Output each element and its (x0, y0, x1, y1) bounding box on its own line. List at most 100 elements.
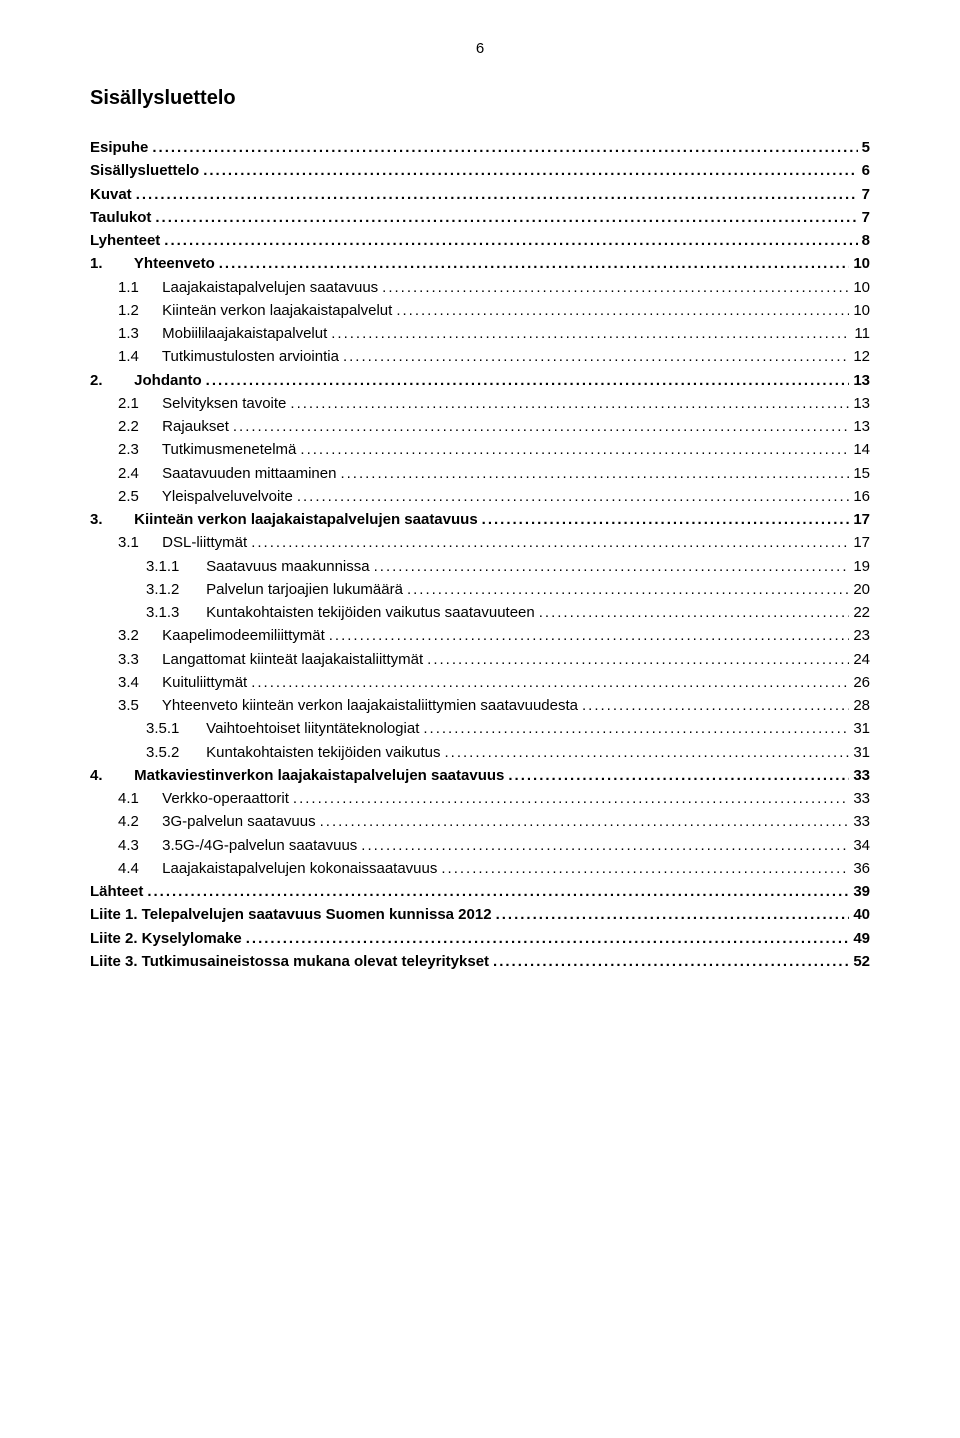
toc-entry-text: 3.5G-/4G-palvelun saatavuus (162, 837, 357, 854)
toc-entry-label: Kuvat (90, 183, 132, 206)
page-number-top: 6 (90, 40, 870, 57)
toc-entry-text: Laajakaistapalvelujen saatavuus (162, 279, 378, 296)
toc-entry-label: 1. Yhteenveto (90, 252, 215, 275)
toc-entry-label: 3.5 Yhteenveto kiinteän verkon laajakais… (118, 694, 578, 717)
toc-entry-number: 3.3 (118, 648, 158, 671)
toc-entry: Sisällysluettelo 6 (90, 159, 870, 182)
toc-leader-dots (206, 369, 850, 392)
toc-entry-number: 4.3 (118, 834, 158, 857)
toc-entry: 2.5 Yleispalveluvelvoite16 (90, 485, 870, 508)
toc-leader-dots (407, 578, 849, 601)
toc-entry-page: 10 (853, 299, 870, 322)
toc-leader-dots (343, 345, 849, 368)
toc-entry-label: Taulukot (90, 206, 151, 229)
toc-entry-text: DSL-liittymät (162, 534, 247, 551)
toc-entry-page: 15 (853, 462, 870, 485)
toc-entry: 4. Matkaviestinverkon laajakaistapalvelu… (90, 764, 870, 787)
toc-entry-text: Sisällysluettelo (90, 162, 199, 179)
toc-entry-label: 3.1.1 Saatavuus maakunnissa (146, 555, 370, 578)
toc-entry-number: 3. (90, 508, 130, 531)
toc-leader-dots (297, 485, 850, 508)
toc-entry: 3.5.1 Vaihtoehtoiset liityntäteknologiat… (90, 717, 870, 740)
toc-leader-dots (382, 276, 849, 299)
toc-entry: 3.3 Langattomat kiinteät laajakaistaliit… (90, 648, 870, 671)
toc-entry-page: 6 (862, 159, 870, 182)
toc-entry-label: 3.1 DSL-liittymät (118, 531, 247, 554)
toc-entry-label: 3.1.3 Kuntakohtaisten tekijöiden vaikutu… (146, 601, 535, 624)
toc-entry-text: Mobiililaajakaistapalvelut (162, 325, 327, 342)
toc-entry-label: 3.3 Langattomat kiinteät laajakaistaliit… (118, 648, 423, 671)
toc-entry-text: Kuntakohtaisten tekijöiden vaikutus saat… (206, 604, 535, 621)
toc-leader-dots (427, 648, 849, 671)
toc-entry-number: 2. (90, 369, 130, 392)
toc-entry: 4.1 Verkko-operaattorit33 (90, 787, 870, 810)
toc-entry-label: Lyhenteet (90, 229, 160, 252)
toc-entry: 3.5 Yhteenveto kiinteän verkon laajakais… (90, 694, 870, 717)
toc-entry: 1.4 Tutkimustulosten arviointia12 (90, 345, 870, 368)
toc-entry: Liite 3. Tutkimusaineistossa mukana olev… (90, 950, 870, 973)
toc-entry-page: 20 (853, 578, 870, 601)
toc-leader-dots (340, 462, 849, 485)
toc-entry-label: 2.2 Rajaukset (118, 415, 229, 438)
toc-entry-label: 3.2 Kaapelimodeemiliittymät (118, 624, 325, 647)
toc-leader-dots (293, 787, 849, 810)
toc-entry: 2.3 Tutkimusmenetelmä14 (90, 438, 870, 461)
toc-entry: Taulukot7 (90, 206, 870, 229)
toc-leader-dots (582, 694, 849, 717)
toc-entry: 3.1 DSL-liittymät 17 (90, 531, 870, 554)
toc-entry-label: Lähteet (90, 880, 143, 903)
toc-entry-page: 26 (853, 671, 870, 694)
toc-entry-text: Liite 1. Telepalvelujen saatavuus Suomen… (90, 906, 492, 923)
toc-entry-number: 1. (90, 252, 130, 275)
toc-entry-text: Matkaviestinverkon laajakaistapalvelujen… (134, 767, 504, 784)
toc-entry-page: 13 (853, 415, 870, 438)
toc-entry-label: 2.1 Selvityksen tavoite (118, 392, 286, 415)
toc-entry: Liite 2. Kyselylomake49 (90, 927, 870, 950)
toc-entry-label: 3.5.1 Vaihtoehtoiset liityntäteknologiat (146, 717, 419, 740)
toc-entry-text: Liite 3. Tutkimusaineistossa mukana olev… (90, 953, 489, 970)
toc-leader-dots (445, 741, 850, 764)
toc-leader-dots (496, 903, 850, 926)
toc-leader-dots (251, 531, 849, 554)
toc-entry: Esipuhe5 (90, 136, 870, 159)
toc-entry-text: Kaapelimodeemiliittymät (162, 627, 325, 644)
toc-entry-number: 4.2 (118, 810, 158, 833)
toc-leader-dots (482, 508, 850, 531)
toc-entry-number: 3.1.3 (146, 601, 202, 624)
toc-entry-text: Liite 2. Kyselylomake (90, 930, 242, 947)
toc-leader-dots (320, 810, 850, 833)
toc-entry-text: Johdanto (134, 372, 202, 389)
toc-entry-label: Liite 1. Telepalvelujen saatavuus Suomen… (90, 903, 492, 926)
toc-leader-dots (152, 136, 857, 159)
toc-leader-dots (331, 322, 850, 345)
toc-entry-label: Liite 3. Tutkimusaineistossa mukana olev… (90, 950, 489, 973)
toc-entry-number: 4.4 (118, 857, 158, 880)
toc-entry-label: Esipuhe (90, 136, 148, 159)
toc-title: Sisällysluettelo (90, 87, 870, 110)
toc-entry-label: 2.3 Tutkimusmenetelmä (118, 438, 296, 461)
toc-entry-label: Liite 2. Kyselylomake (90, 927, 242, 950)
toc-entry-label: 3. Kiinteän verkon laajakaistapalvelujen… (90, 508, 478, 531)
toc-entry-text: Vaihtoehtoiset liityntäteknologiat (206, 720, 419, 737)
toc-leader-dots (164, 229, 857, 252)
toc-entry-text: Saatavuus maakunnissa (206, 558, 369, 575)
toc-leader-dots (251, 671, 849, 694)
toc-entry-text: Esipuhe (90, 139, 148, 156)
toc-entry-number: 2.1 (118, 392, 158, 415)
toc-entry: 3.1.1 Saatavuus maakunnissa19 (90, 555, 870, 578)
toc-leader-dots (508, 764, 849, 787)
toc-entry-page: 17 (853, 531, 870, 554)
toc-entry-number: 3.5 (118, 694, 158, 717)
toc-entry: 4.2 3G-palvelun saatavuus33 (90, 810, 870, 833)
toc-entry: Lyhenteet8 (90, 229, 870, 252)
toc-entry-page: 23 (853, 624, 870, 647)
toc-entry: 1.1 Laajakaistapalvelujen saatavuus10 (90, 276, 870, 299)
toc-entry-page: 10 (853, 252, 870, 275)
toc-entry-text: Yhteenveto kiinteän verkon laajakaistali… (162, 697, 578, 714)
toc-entry-number: 2.2 (118, 415, 158, 438)
toc-entry-page: 33 (853, 787, 870, 810)
toc-entry-page: 13 (853, 369, 870, 392)
toc-entry: 3.5.2 Kuntakohtaisten tekijöiden vaikutu… (90, 741, 870, 764)
toc-entry-number: 1.2 (118, 299, 158, 322)
toc-entry-page: 33 (853, 810, 870, 833)
